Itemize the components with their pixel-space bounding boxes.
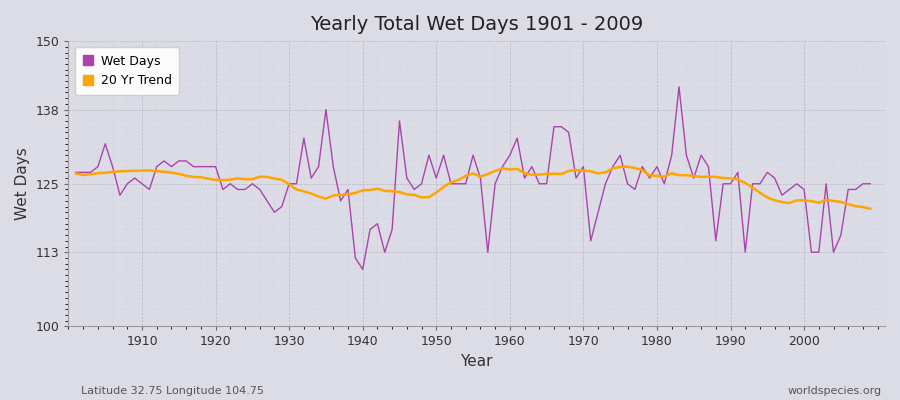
X-axis label: Year: Year <box>461 354 493 369</box>
Text: Latitude 32.75 Longitude 104.75: Latitude 32.75 Longitude 104.75 <box>81 386 264 396</box>
Title: Yearly Total Wet Days 1901 - 2009: Yearly Total Wet Days 1901 - 2009 <box>310 15 644 34</box>
Y-axis label: Wet Days: Wet Days <box>15 147 30 220</box>
Text: worldspecies.org: worldspecies.org <box>788 386 882 396</box>
Legend: Wet Days, 20 Yr Trend: Wet Days, 20 Yr Trend <box>75 47 179 95</box>
